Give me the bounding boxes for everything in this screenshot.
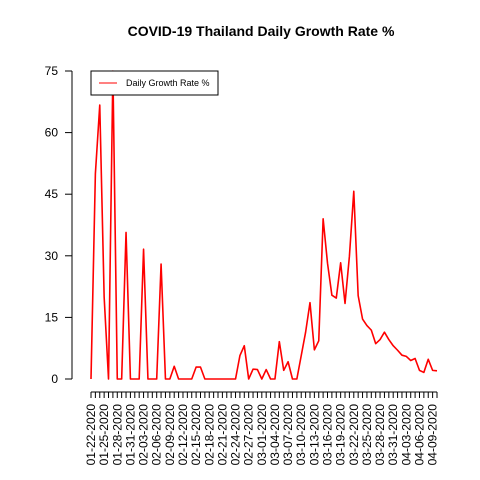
x-tick-label: 02-06-2020 [150, 404, 164, 466]
x-tick-label: 03-13-2020 [307, 404, 321, 466]
x-tick-label: 03-07-2020 [281, 404, 295, 466]
x-tick-label: 03-01-2020 [255, 404, 269, 466]
y-tick-label: 60 [45, 126, 59, 140]
x-tick-label: 03-22-2020 [347, 404, 361, 466]
x-tick-label: 02-21-2020 [215, 404, 229, 466]
x-tick-label: 01-22-2020 [84, 404, 98, 466]
x-tick-label: 04-09-2020 [426, 404, 440, 466]
x-tick-label: 04-03-2020 [399, 404, 413, 466]
x-tick-label: 03-19-2020 [334, 404, 348, 466]
x-tick-label: 02-09-2020 [163, 404, 177, 466]
plot-area [90, 70, 438, 380]
series-line [90, 70, 438, 380]
x-axis: 01-22-2020 01-25-2020 01-28-2020 01-31-2020… [84, 391, 440, 466]
x-tick-label: 03-16-2020 [321, 404, 335, 466]
y-tick-label: 0 [51, 372, 58, 386]
x-tick-label: 03-25-2020 [360, 404, 374, 466]
chart-title: COVID-19 Thailand Daily Growth Rate % [128, 23, 395, 39]
y-axis: 0 15 30 45 60 75 [45, 64, 73, 386]
y-tick-label: 30 [45, 249, 59, 263]
x-tick-label: 02-24-2020 [229, 404, 243, 466]
x-tick-label: 03-10-2020 [294, 404, 308, 466]
x-tick-label: 01-28-2020 [110, 404, 124, 466]
x-tick-label: 01-31-2020 [123, 404, 137, 466]
y-tick-label: 45 [45, 187, 59, 201]
y-tick-label: 75 [45, 64, 59, 78]
x-tick-label: 02-12-2020 [176, 404, 190, 466]
x-tick-label: 03-31-2020 [386, 404, 400, 466]
legend: Daily Growth Rate % [90, 70, 219, 96]
x-tick-label: 02-18-2020 [202, 404, 216, 466]
x-tick-label: 03-04-2020 [268, 404, 282, 466]
x-tick-label: 02-03-2020 [137, 404, 151, 466]
x-tick-label: 02-27-2020 [242, 404, 256, 466]
legend-box [90, 70, 219, 96]
y-tick-label: 15 [45, 310, 59, 324]
x-tick-label: 02-15-2020 [189, 404, 203, 466]
x-tick-label: 03-28-2020 [373, 404, 387, 466]
legend-label: Daily Growth Rate % [126, 78, 210, 88]
x-tick-label: 04-06-2020 [412, 404, 426, 466]
x-tick-label: 01-25-2020 [97, 404, 111, 466]
